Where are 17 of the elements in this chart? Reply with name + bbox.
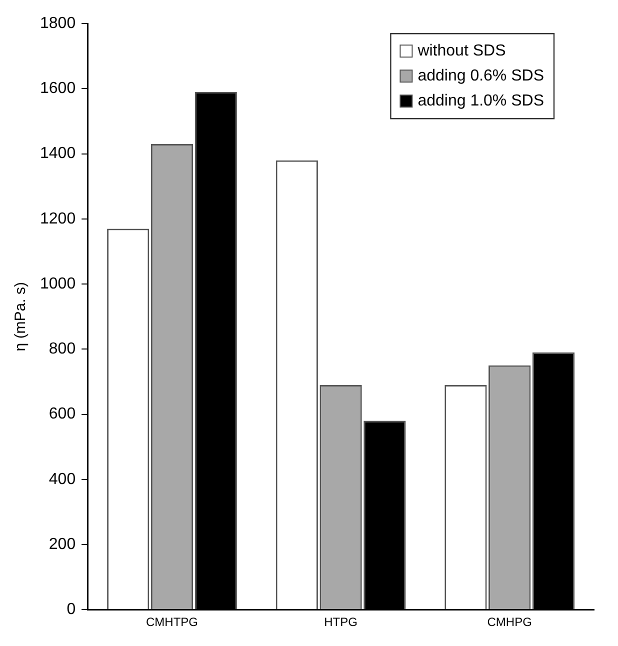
y-tick-label: 600 [48, 406, 76, 423]
x-tick-label: CMHTPG [146, 615, 198, 630]
y-tick-label: 1200 [40, 210, 76, 228]
y-tick-label: 1000 [40, 275, 76, 292]
y-tick-label: 800 [48, 340, 76, 358]
y-tick-label: 400 [48, 470, 76, 488]
y-tick-label: 200 [48, 536, 76, 553]
x-tick-label: CMHPG [487, 615, 532, 630]
y-axis-title: η (mPa. s) [12, 282, 30, 352]
y-tick-label: 1400 [40, 145, 76, 162]
legend-label: adding 0.6% SDS [418, 68, 544, 85]
legend-label: adding 1.0% SDS [418, 92, 544, 110]
y-tick-label: 1800 [40, 15, 76, 32]
y-tick-label: 1600 [40, 80, 76, 98]
legend-label: without SDS [416, 42, 506, 60]
y-tick-label: 0 [66, 601, 76, 618]
x-tick-label: HTPG [324, 615, 358, 630]
